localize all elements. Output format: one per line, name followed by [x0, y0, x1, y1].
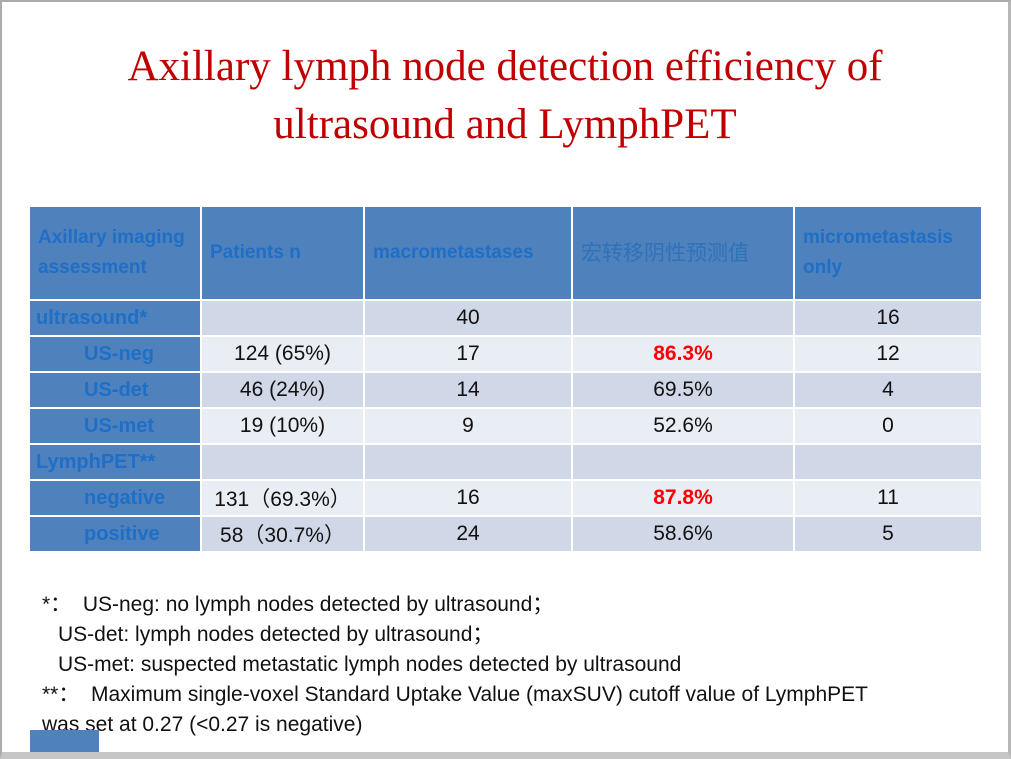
table-row: US-met 19 (10%) 9 52.6% 0 — [30, 409, 981, 443]
table-cell: 16 — [365, 481, 571, 515]
table-cell: 19 (10%) — [202, 409, 363, 443]
table-cell — [202, 445, 363, 479]
table-cell: 11 — [795, 481, 981, 515]
table-cell: 14 — [365, 373, 571, 407]
results-table-wrapper: Axillary imaging assessment Patients n mac… — [28, 205, 983, 553]
column-header-4: micrometastasis only — [795, 207, 981, 299]
table-cell: 86.3% — [573, 337, 793, 371]
table-cell: 124 (65%) — [202, 337, 363, 371]
row-label: US-det — [30, 373, 200, 407]
corner-accent-bar — [30, 730, 99, 752]
column-header-2: macrometastases — [365, 207, 571, 299]
table-cell — [202, 301, 363, 335]
table-cell: 58（30.7%） — [202, 517, 363, 551]
table-cell — [573, 445, 793, 479]
table-cell — [573, 301, 793, 335]
column-header-3: 宏转移阴性预测值 — [573, 207, 793, 299]
table-cell: 58.6% — [573, 517, 793, 551]
footnote-line: US-met: suspected metastatic lymph nodes… — [58, 653, 682, 676]
table-row: positive 58（30.7%） 24 58.6% 5 — [30, 517, 981, 551]
table-cell: 0 — [795, 409, 981, 443]
table-cell: 52.6% — [573, 409, 793, 443]
table-cell: 12 — [795, 337, 981, 371]
slide-title: Axillary lymph node detection efficiency… — [2, 38, 1008, 154]
results-table: Axillary imaging assessment Patients n mac… — [28, 205, 983, 553]
column-header-0: Axillary imaging assessment — [30, 207, 200, 299]
table-row: US-neg 124 (65%) 17 86.3% 12 — [30, 337, 981, 371]
row-label: US-neg — [30, 337, 200, 371]
row-label: ultrasound* — [30, 301, 200, 335]
column-header-1: Patients n — [202, 207, 363, 299]
slide-title-line2: ultrasound and LymphPET — [273, 101, 737, 148]
table-cell: 131（69.3%） — [202, 481, 363, 515]
row-label: US-met — [30, 409, 200, 443]
footnote-line: **： Maximum single-voxel Standard Uptake… — [42, 683, 868, 706]
table-cell: 5 — [795, 517, 981, 551]
table-row: ultrasound* 40 16 — [30, 301, 981, 335]
footnote-line: was set at 0.27 (<0.27 is negative) — [42, 713, 363, 736]
table-cell: 4 — [795, 373, 981, 407]
table-cell: 16 — [795, 301, 981, 335]
footnotes: *： US-neg: no lymph nodes detected by ul… — [42, 590, 978, 740]
slide-title-line1: Axillary lymph node detection efficiency… — [127, 43, 883, 90]
table-cell: 46 (24%) — [202, 373, 363, 407]
row-label: negative — [30, 481, 200, 515]
footnote-line: US-det: lymph nodes detected by ultrasou… — [58, 623, 494, 646]
table-cell: 40 — [365, 301, 571, 335]
table-row: negative 131（69.3%） 16 87.8% 11 — [30, 481, 981, 515]
table-cell: 87.8% — [573, 481, 793, 515]
row-label: LymphPET** — [30, 445, 200, 479]
table-cell: 24 — [365, 517, 571, 551]
table-cell — [795, 445, 981, 479]
table-row: US-det 46 (24%) 14 69.5% 4 — [30, 373, 981, 407]
table-cell — [365, 445, 571, 479]
footnote-line: *： US-neg: no lymph nodes detected by ul… — [42, 593, 554, 616]
table-cell: 9 — [365, 409, 571, 443]
row-label: positive — [30, 517, 200, 551]
table-cell: 69.5% — [573, 373, 793, 407]
table-row: LymphPET** — [30, 445, 981, 479]
table-header-row: Axillary imaging assessment Patients n mac… — [30, 207, 981, 299]
table-cell: 17 — [365, 337, 571, 371]
